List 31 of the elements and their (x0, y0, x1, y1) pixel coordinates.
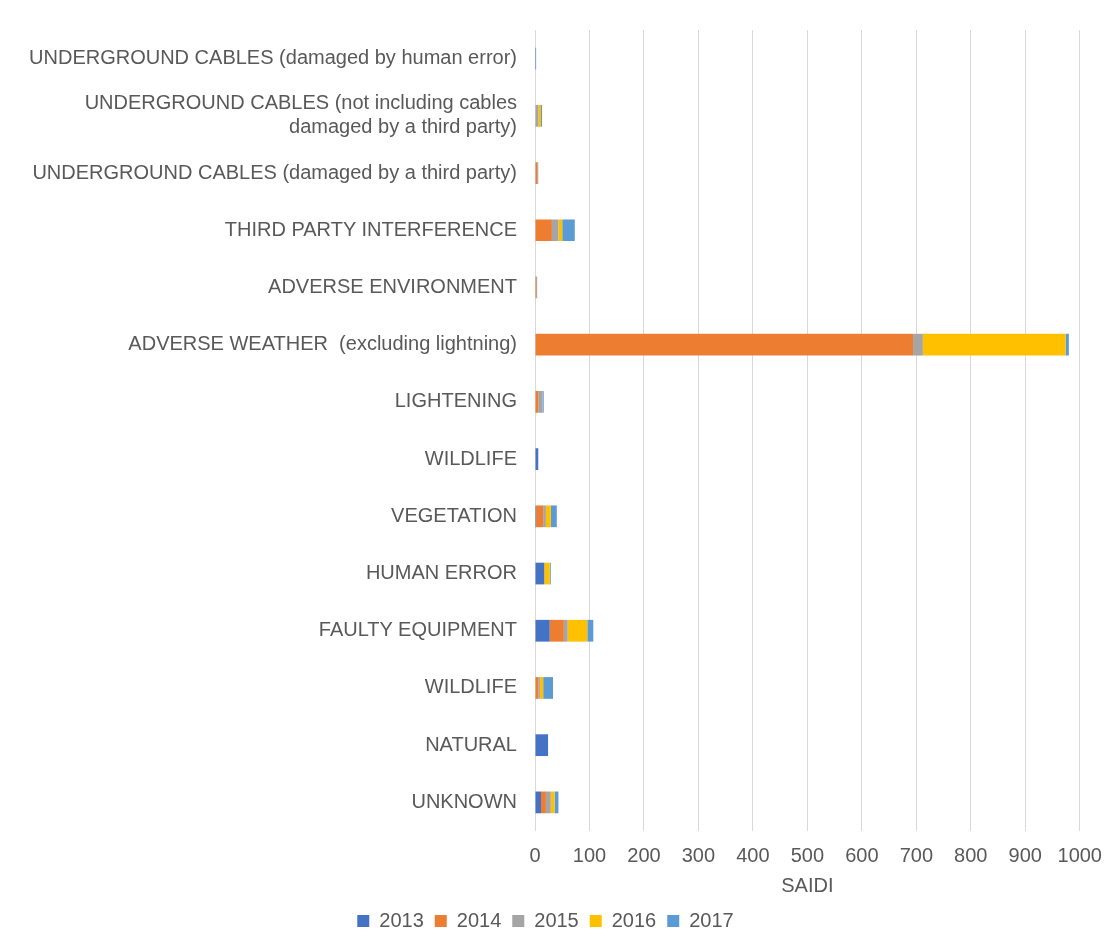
y-tick-label: NATURAL (425, 732, 517, 755)
x-tick-label: 200 (627, 843, 661, 866)
x-tick-label: 800 (954, 843, 988, 866)
y-tick-label: UNDERGROUND CABLES (damaged by a third party) (32, 160, 517, 183)
y-tick-label: UNDERGROUND CABLES (damaged by human error) (29, 46, 517, 69)
x-tick-label: 300 (681, 843, 716, 866)
x-tick-label: 0 (529, 843, 541, 866)
x-tick-label: 700 (899, 843, 934, 866)
x-tick-label: 100 (572, 843, 607, 866)
y-tick-label: UNDERGROUND CABLES (not including cables damaged by a third party) (84, 91, 517, 138)
x-tick-label: 500 (790, 843, 825, 866)
y-tick-label: WILDLIFE (424, 446, 517, 469)
legend-label: 2017 (689, 908, 734, 931)
legend-label: 2014 (456, 908, 502, 931)
legend-label: 2013 (379, 908, 424, 931)
y-tick-label: WILDLIFE (424, 675, 517, 698)
x-tick-label: 600 (845, 843, 879, 866)
y-tick-label: THIRD PARTY INTERFERENCE (224, 217, 517, 240)
y-tick-label: FAULTY EQUIPMENT (318, 618, 517, 641)
y-tick-label: VEGETATION (391, 503, 517, 526)
y-tick-label: ADVERSE WEATHER (excluding lightning) (128, 332, 517, 355)
y-tick-label: LIGHTENING (394, 389, 517, 412)
legend-label: 2015 (534, 908, 579, 931)
y-tick-label: HUMAN ERROR (365, 561, 517, 584)
y-tick-label: ADVERSE ENVIRONMENT (268, 274, 517, 297)
legend-label: 2016 (611, 908, 657, 931)
y-tick-label: UNKNOWN (411, 789, 517, 812)
x-tick-label: 1000 (1057, 843, 1102, 866)
x-axis-title: SAIDI (781, 873, 834, 896)
x-tick-label: 400 (736, 843, 770, 866)
x-tick-label: 900 (1008, 843, 1042, 866)
